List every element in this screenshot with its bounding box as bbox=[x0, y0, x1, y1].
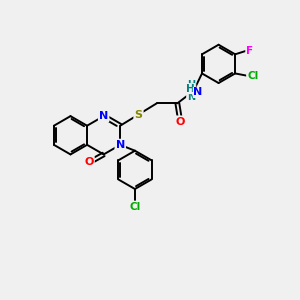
Text: S: S bbox=[134, 110, 142, 119]
Text: N: N bbox=[193, 87, 203, 98]
Text: O: O bbox=[84, 157, 94, 167]
Text: Cl: Cl bbox=[247, 71, 258, 81]
Text: F: F bbox=[246, 46, 254, 56]
Text: H: H bbox=[186, 84, 195, 94]
Text: N: N bbox=[99, 111, 108, 121]
Text: O: O bbox=[176, 117, 185, 127]
Text: H
N: H N bbox=[187, 80, 195, 102]
Text: N: N bbox=[116, 140, 125, 150]
Text: Cl: Cl bbox=[129, 202, 141, 212]
